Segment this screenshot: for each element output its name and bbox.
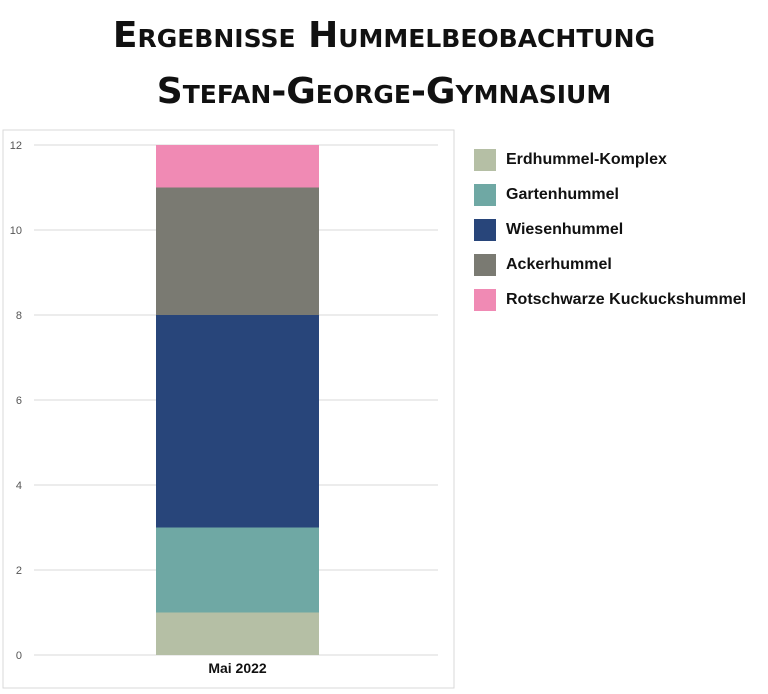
legend-label: Rotschwarze Kuckuckshummel <box>506 290 747 308</box>
y-axis-ticks: 0 2 4 6 8 10 12 <box>10 140 22 662</box>
legend-item: Erdhummel-Komplex <box>474 142 746 177</box>
bar-stack <box>156 145 319 655</box>
y-tick-label: 8 <box>16 310 22 322</box>
bar-segment-gartenhummel <box>156 527 319 613</box>
y-tick-label: 0 <box>16 650 22 662</box>
legend-item: Ackerhummel <box>474 247 746 282</box>
chart-title: Ergebnisse Hummelbeobachtung Stefan-Geor… <box>0 8 768 120</box>
bar-segment-erdhummel-komplex <box>156 612 319 655</box>
title-line-2: Stefan-George-Gymnasium <box>156 71 612 112</box>
y-tick-label: 10 <box>10 225 22 237</box>
legend-label: Wiesenhummel <box>506 220 624 238</box>
legend-label: Erdhummel-Komplex <box>506 150 667 168</box>
y-tick-label: 6 <box>16 395 22 407</box>
legend-item: Wiesenhummel <box>474 212 746 247</box>
chart-area-border <box>2 129 455 689</box>
legend-label: Ackerhummel <box>506 255 612 273</box>
y-tick-label: 12 <box>10 140 22 152</box>
legend-swatch <box>474 288 496 311</box>
legend-swatch <box>474 183 496 206</box>
legend-swatch <box>474 218 496 241</box>
x-axis-categories: Mai 2022 <box>208 660 267 676</box>
bar-segment-wiesenhummel <box>156 315 319 528</box>
y-tick-label: 2 <box>16 565 22 577</box>
y-tick-label: 4 <box>16 480 22 492</box>
bar-segment-ackerhummel <box>156 187 319 315</box>
legend-swatch <box>474 148 496 171</box>
bar-segment-rotschwarze-kuckuckshummel <box>156 145 319 188</box>
legend-item: Gartenhummel <box>474 177 746 212</box>
x-category-label: Mai 2022 <box>208 660 267 676</box>
legend-label: Gartenhummel <box>506 185 619 203</box>
legend-swatch <box>474 253 496 276</box>
legend-item: Rotschwarze Kuckuckshummel <box>474 282 746 317</box>
legend: Erdhummel-Komplex Gartenhummel Wiesenhumme… <box>474 142 746 317</box>
title-line-1: Ergebnisse Hummelbeobachtung <box>112 15 656 56</box>
